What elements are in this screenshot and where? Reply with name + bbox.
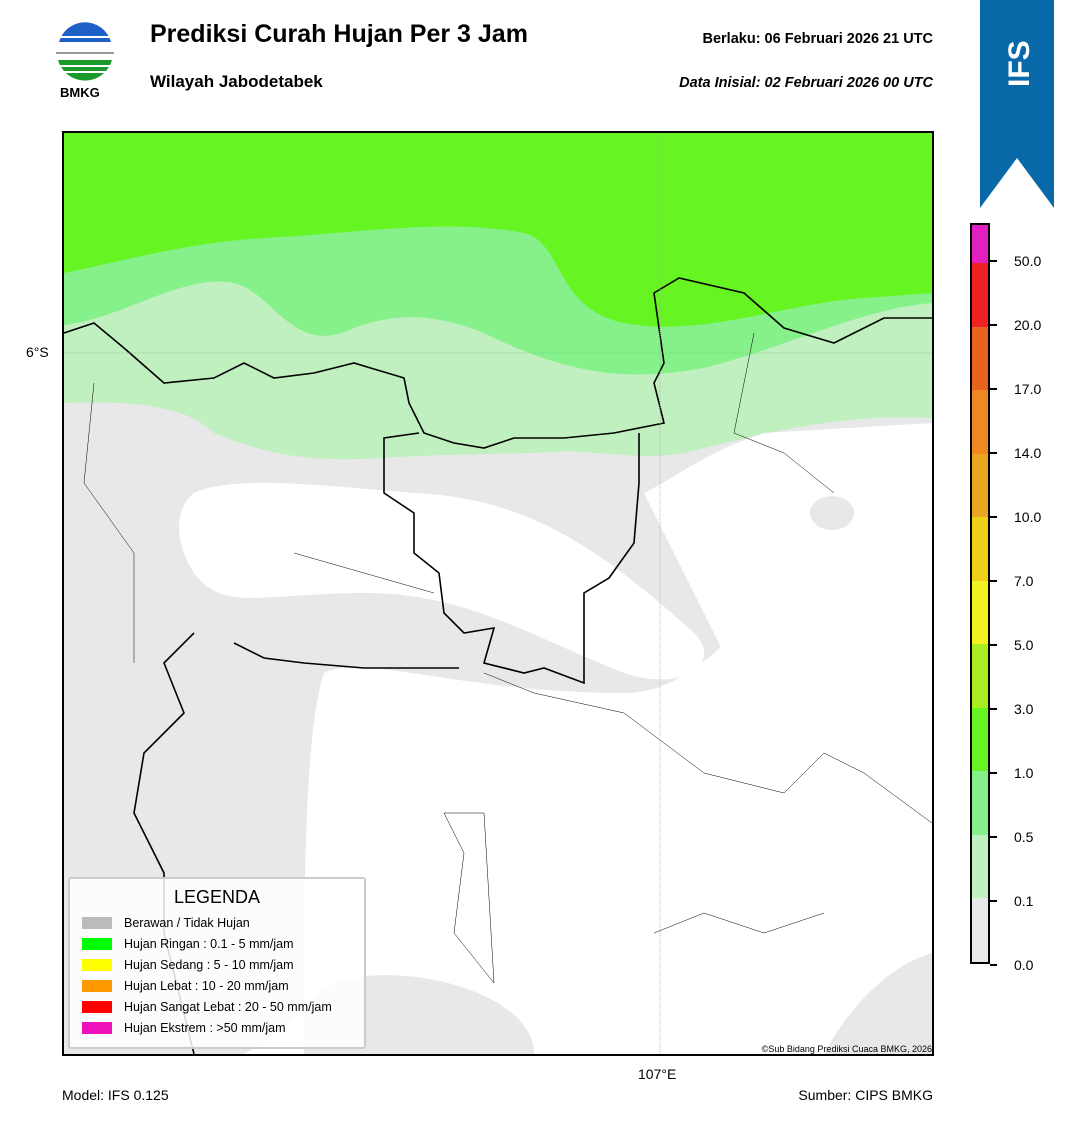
legend-item: Hujan Sedang : 5 - 10 mm/jam <box>70 954 364 975</box>
copyright: ©Sub Bidang Prediksi Cuaca BMKG, 2026 <box>761 1044 932 1054</box>
legend-label: Hujan Sedang : 5 - 10 mm/jam <box>124 957 294 972</box>
colorbar-segment <box>972 834 988 899</box>
model-footer: Model: IFS 0.125 <box>62 1087 169 1103</box>
colorbar-segment <box>972 326 988 391</box>
legend-item: Hujan Ringan : 0.1 - 5 mm/jam <box>70 933 364 954</box>
colorbar-tick-label: 5.0 <box>1014 637 1034 653</box>
regency-borders <box>83 332 932 984</box>
colorbar-segment <box>972 707 988 772</box>
colorbar-tick-label: 1.0 <box>1014 765 1034 781</box>
colorbar-tick-label: 17.0 <box>1014 381 1042 397</box>
rain-1-area <box>64 133 932 327</box>
colorbar-tick <box>990 900 997 902</box>
colorbar-tick-label: 14.0 <box>1014 445 1042 461</box>
colorbar-tick <box>990 388 997 390</box>
colorbar-segment <box>972 263 988 327</box>
colorbar <box>970 223 990 964</box>
colorbar-segment <box>972 898 988 962</box>
legend-swatch <box>82 979 112 992</box>
jabodetabek-boundary <box>383 432 640 685</box>
legend-item: Hujan Lebat : 10 - 20 mm/jam <box>70 975 364 996</box>
legend-label: Hujan Ekstrem : >50 mm/jam <box>124 1020 286 1035</box>
colorbar-segment <box>972 771 988 835</box>
legend-title: LEGENDA <box>173 887 261 907</box>
colorbar-tick-label: 0.0 <box>1014 957 1034 973</box>
legend-swatch <box>82 1021 112 1034</box>
colorbar-tick-label: 7.0 <box>1014 573 1034 589</box>
legend-swatch <box>82 1000 112 1013</box>
lon-label: 107°E <box>638 1066 677 1082</box>
region-subtitle: Wilayah Jabodetabek <box>150 72 323 91</box>
colorbar-tick <box>990 772 997 774</box>
legend-swatch <box>82 958 112 971</box>
colorbar-tick <box>990 708 997 710</box>
coastline <box>64 277 932 449</box>
colorbar-segment <box>972 517 988 581</box>
colorbar-tick <box>990 964 997 966</box>
bmkg-logo <box>56 22 114 81</box>
colorbar-tick <box>990 836 997 838</box>
colorbar-tick <box>990 324 997 326</box>
colorbar-tick-label: 3.0 <box>1014 701 1034 717</box>
legend-label: Hujan Lebat : 10 - 20 mm/jam <box>124 978 289 993</box>
legend-item: Berawan / Tidak Hujan <box>70 912 364 933</box>
model-badge: IFS <box>1003 40 1036 87</box>
source-footer: Sumber: CIPS BMKG <box>798 1087 933 1103</box>
legend-swatch <box>82 937 112 950</box>
colorbar-tick-label: 0.5 <box>1014 829 1034 845</box>
colorbar-segment <box>972 644 988 708</box>
legend-label: Hujan Ringan : 0.1 - 5 mm/jam <box>124 936 294 951</box>
valid-time: Berlaku: 06 Februari 2026 21 UTC <box>702 31 934 47</box>
colorbar-segment <box>972 225 988 264</box>
colorbar-tick-label: 20.0 <box>1014 317 1042 333</box>
colorbar-tick-label: 50.0 <box>1014 253 1042 269</box>
legend-label: Berawan / Tidak Hujan <box>124 915 250 930</box>
colorbar-tick-label: 0.1 <box>1014 893 1034 909</box>
logo-text: BMKG <box>60 85 100 100</box>
legend-item: Hujan Ekstrem : >50 mm/jam <box>70 1017 364 1038</box>
colorbar-tick <box>990 452 997 454</box>
colorbar-tick <box>990 644 997 646</box>
colorbar-segment <box>972 580 988 645</box>
dry-land-area <box>179 482 705 680</box>
colorbar-segment <box>972 453 988 518</box>
page-title: Prediksi Curah Hujan Per 3 Jam <box>150 20 528 48</box>
legend-swatch <box>82 916 112 929</box>
colorbar-tick <box>990 516 997 518</box>
colorbar-tick-label: 10.0 <box>1014 509 1042 525</box>
initial-time: Data Inisial: 02 Februari 2026 00 UTC <box>679 75 933 91</box>
colorbar-tick <box>990 260 997 262</box>
lat-label: 6°S <box>26 344 49 360</box>
colorbar-segment <box>972 390 988 454</box>
legend-label: Hujan Sangat Lebat : 20 - 50 mm/jam <box>124 999 332 1014</box>
legend-item: Hujan Sangat Lebat : 20 - 50 mm/jam <box>70 996 364 1017</box>
colorbar-tick <box>990 580 997 582</box>
model-ribbon: IFS <box>980 0 1054 208</box>
legend: LEGENDA Berawan / Tidak Hujan Hujan Ringa… <box>68 877 366 1049</box>
